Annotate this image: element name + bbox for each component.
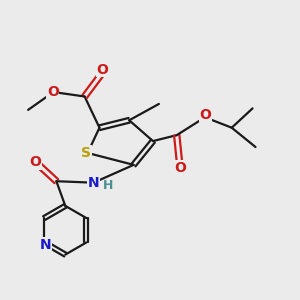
Text: O: O bbox=[174, 161, 186, 175]
Text: O: O bbox=[200, 108, 211, 122]
Text: O: O bbox=[47, 85, 59, 99]
Text: N: N bbox=[88, 176, 99, 190]
Text: O: O bbox=[97, 63, 108, 77]
Text: N: N bbox=[39, 238, 51, 252]
Text: S: S bbox=[81, 146, 91, 160]
Text: O: O bbox=[30, 155, 41, 169]
Text: H: H bbox=[103, 178, 114, 192]
